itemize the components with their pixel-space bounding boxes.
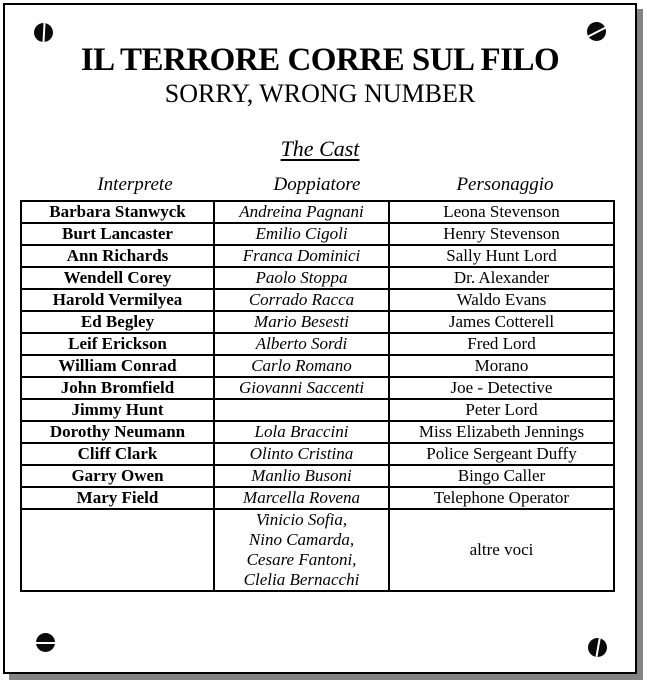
screw-icon-bottom-right [588, 638, 607, 657]
screw-icon-top-left [34, 23, 53, 42]
cell-personaggio: Waldo Evans [388, 288, 615, 312]
cell-doppiatore: Alberto Sordi [213, 332, 390, 356]
cast-table-row: Mary Field Marcella Rovena Telephone Ope… [20, 486, 615, 510]
cell-interprete: Burt Lancaster [20, 222, 215, 246]
cast-table-row: Garry Owen Manlio Busoni Bingo Caller [20, 464, 615, 488]
cast-table-row: Barbara Stanwyck Andreina Pagnani Leona … [20, 200, 615, 224]
cast-table-row: Wendell Corey Paolo Stoppa Dr. Alexander [20, 266, 615, 290]
cell-interprete: Harold Vermilyea [20, 288, 215, 312]
cast-table-row: Ann Richards Franca Dominici Sally Hunt … [20, 244, 615, 268]
cell-doppiatore: Emilio Cigoli [213, 222, 390, 246]
cell-personaggio: Sally Hunt Lord [388, 244, 615, 268]
cell-interprete: Ann Richards [20, 244, 215, 268]
cell-doppiatore: Mario Besesti [213, 310, 390, 334]
cell-doppiatore: Giovanni Saccenti [213, 376, 390, 400]
column-header-doppiatore: Doppiatore [273, 174, 361, 195]
cell-personaggio: Miss Elizabeth Jennings [388, 420, 615, 444]
cell-interprete [20, 508, 215, 592]
cell-personaggio: Leona Stevenson [388, 200, 615, 224]
cell-personaggio: Police Sergeant Duffy [388, 442, 615, 466]
cast-table-row: John Bromfield Giovanni Saccenti Joe - D… [20, 376, 615, 400]
cell-personaggio: altre voci [388, 508, 615, 592]
cast-table-body: Barbara Stanwyck Andreina Pagnani Leona … [20, 200, 615, 592]
cast-table-row: Cliff Clark Olinto Cristina Police Serge… [20, 442, 615, 466]
cell-doppiatore: Andreina Pagnani [213, 200, 390, 224]
cell-doppiatore: Carlo Romano [213, 354, 390, 378]
cell-interprete: Ed Begley [20, 310, 215, 334]
cast-table-row: Vinicio Sofia, Nino Camarda, Cesare Fant… [20, 508, 615, 592]
page-subtitle: SORRY, WRONG NUMBER [164, 79, 476, 108]
cell-personaggio: Henry Stevenson [388, 222, 615, 246]
cell-personaggio: Bingo Caller [388, 464, 615, 488]
cast-table-row: Jimmy Hunt Peter Lord [20, 398, 615, 422]
section-heading-text: The Cast [280, 136, 360, 161]
column-header-interprete: Interprete [97, 174, 173, 195]
section-heading: The Cast [5, 136, 635, 162]
cell-interprete: Wendell Corey [20, 266, 215, 290]
cell-personaggio: Morano [388, 354, 615, 378]
cell-doppiatore: Franca Dominici [213, 244, 390, 268]
screw-slot [587, 25, 606, 38]
cell-doppiatore: Manlio Busoni [213, 464, 390, 488]
screw-slot [36, 641, 55, 644]
screw-slot [41, 23, 46, 42]
screw-slot [594, 638, 601, 657]
cell-interprete: Cliff Clark [20, 442, 215, 466]
cell-personaggio: Telephone Operator [388, 486, 615, 510]
cast-table-row: Leif Erickson Alberto Sordi Fred Lord [20, 332, 615, 356]
cast-table-row: William Conrad Carlo Romano Morano [20, 354, 615, 378]
cast-table-row: Ed Begley Mario Besesti James Cotterell [20, 310, 615, 334]
cell-personaggio: Joe - Detective [388, 376, 615, 400]
cell-doppiatore: Lola Braccini [213, 420, 390, 444]
page: IL TERRORE CORRE SUL FILO SORRY, WRONG N… [3, 3, 637, 674]
cell-interprete: Garry Owen [20, 464, 215, 488]
table-column-headers: Interprete Doppiatore Personaggio [5, 174, 635, 196]
cell-personaggio: James Cotterell [388, 310, 615, 334]
screw-icon-bottom-left [36, 633, 55, 652]
cell-personaggio: Fred Lord [388, 332, 615, 356]
cell-interprete: William Conrad [20, 354, 215, 378]
cast-table-row: Dorothy Neumann Lola Braccini Miss Eliza… [20, 420, 615, 444]
cast-table-row: Harold Vermilyea Corrado Racca Waldo Eva… [20, 288, 615, 312]
cell-interprete: Leif Erickson [20, 332, 215, 356]
cell-interprete: Barbara Stanwyck [20, 200, 215, 224]
cell-interprete: Jimmy Hunt [20, 398, 215, 422]
cell-personaggio: Dr. Alexander [388, 266, 615, 290]
cell-personaggio: Peter Lord [388, 398, 615, 422]
cell-doppiatore: Olinto Cristina [213, 442, 390, 466]
cell-doppiatore: Corrado Racca [213, 288, 390, 312]
screw-icon-top-right [587, 22, 606, 41]
cell-doppiatore [213, 398, 390, 422]
cell-interprete: Mary Field [20, 486, 215, 510]
cell-doppiatore: Marcella Rovena [213, 486, 390, 510]
cast-table-row: Burt Lancaster Emilio Cigoli Henry Steve… [20, 222, 615, 246]
cell-doppiatore: Paolo Stoppa [213, 266, 390, 290]
page-title: IL TERRORE CORRE SUL FILO [80, 42, 560, 78]
cell-doppiatore: Vinicio Sofia, Nino Camarda, Cesare Fant… [213, 508, 390, 592]
column-header-personaggio: Personaggio [456, 174, 554, 195]
cell-interprete: John Bromfield [20, 376, 215, 400]
cell-interprete: Dorothy Neumann [20, 420, 215, 444]
cast-table: Barbara Stanwyck Andreina Pagnani Leona … [20, 200, 615, 592]
